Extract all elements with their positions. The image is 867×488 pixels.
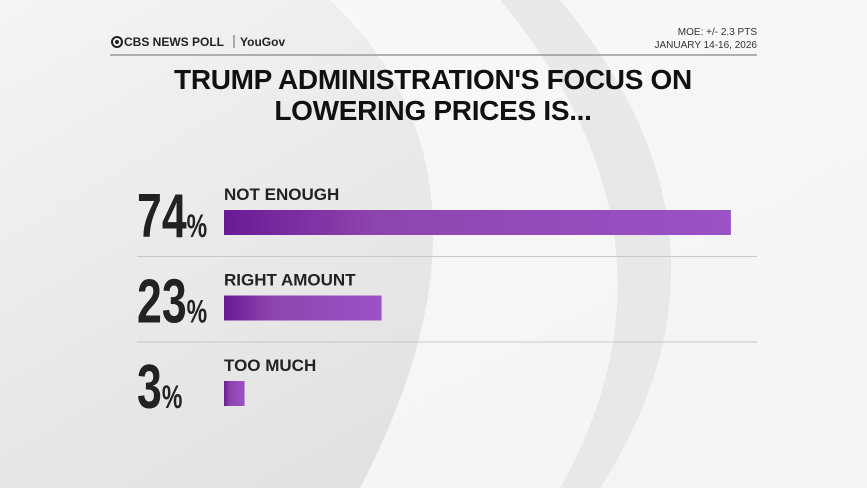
chart-title: TRUMP ADMINISTRATION'S FOCUS ON LOWERING… (174, 64, 692, 126)
cbs-eye (111, 36, 123, 48)
partner: YouGov (240, 35, 285, 49)
category-label: NOT ENOUGH (224, 185, 339, 204)
brand: CBS NEWS POLL (124, 35, 224, 49)
value-label: 3% (137, 353, 182, 422)
bg-arc (330, 0, 867, 488)
moe: MOE: +/- 2.3 PTS (678, 27, 758, 38)
value-label: 23% (137, 267, 207, 336)
value-label: 74% (137, 182, 207, 251)
category-label: RIGHT AMOUNT (224, 271, 356, 290)
bar (224, 381, 245, 406)
bg-arc (500, 0, 672, 488)
bar (224, 295, 382, 321)
dates: JANUARY 14-16, 2026 (655, 40, 758, 51)
bar (224, 210, 731, 235)
category-label: TOO MUCH (224, 356, 316, 375)
cbs-eye (115, 40, 119, 44)
